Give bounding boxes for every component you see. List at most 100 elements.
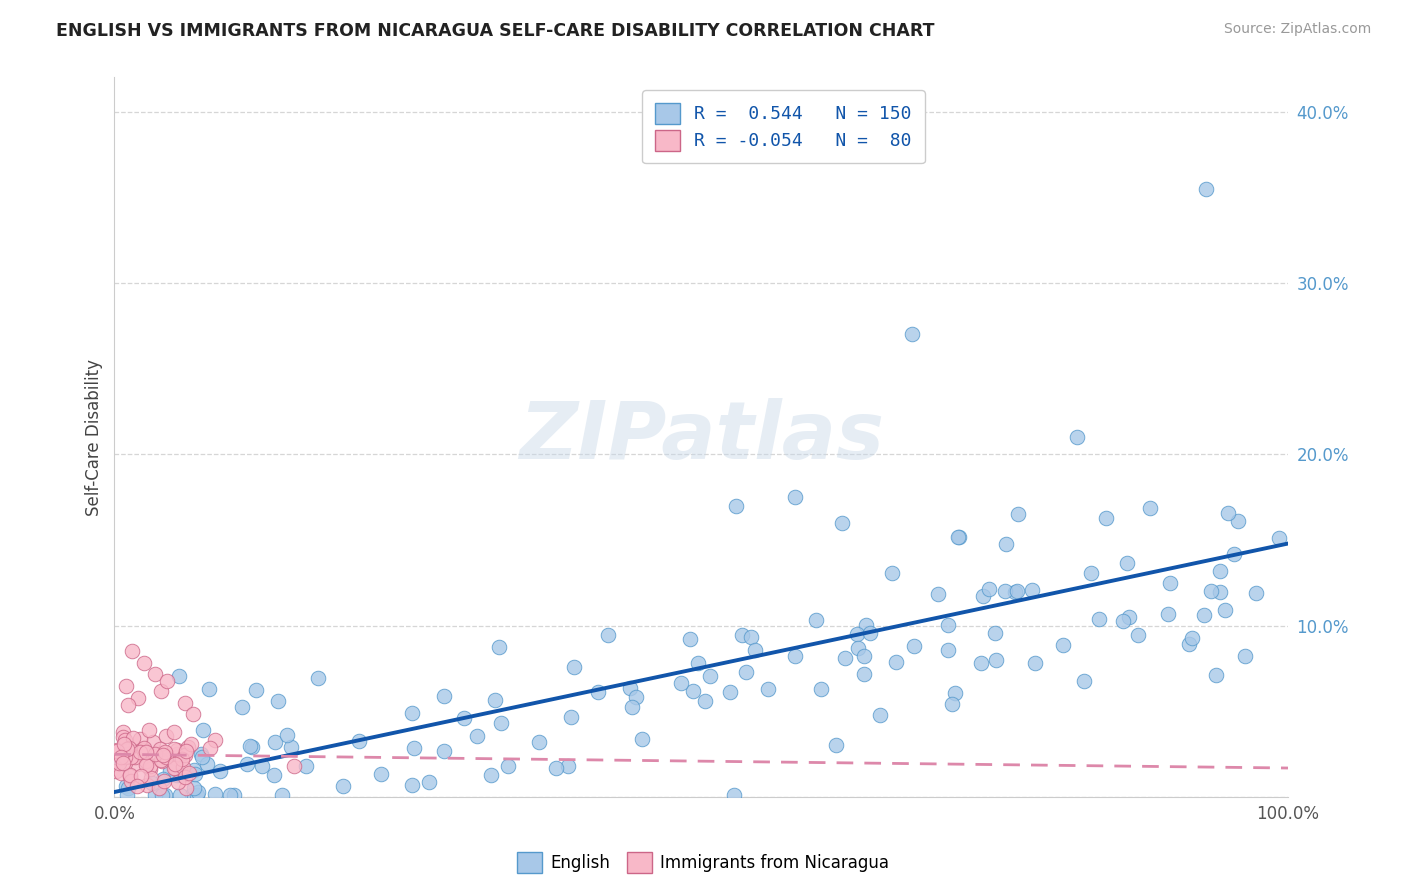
Point [970,656,993,670]
Point [699,669,721,683]
Point [195,757,218,772]
Point [1244,586,1267,600]
Point [884,655,907,669]
Point [127,690,149,705]
Point [131,742,153,756]
Point [810,682,832,697]
Point [853,667,876,681]
Point [1233,648,1256,663]
Point [115,779,138,793]
Point [418,775,440,789]
Point [740,630,762,644]
Point [167,669,190,683]
Point [631,731,654,746]
Point [433,744,456,758]
Point [124,750,146,764]
Point [972,590,994,604]
Point [370,766,392,780]
Point [143,747,166,761]
Point [231,700,253,714]
Point [245,683,267,698]
Point [155,750,177,764]
Point [619,681,641,696]
Point [1005,584,1028,599]
Point [117,781,139,796]
Point [107,752,129,766]
Point [845,627,868,641]
Point [163,741,186,756]
Point [557,759,579,773]
Point [111,751,134,765]
Point [117,742,139,756]
Point [129,745,152,759]
Point [465,729,488,743]
Point [1222,548,1244,562]
Point [118,740,141,755]
Point [723,789,745,803]
Point [938,618,960,632]
Point [1213,603,1236,617]
Legend: English, Immigrants from Nicaragua: English, Immigrants from Nicaragua [510,846,896,880]
Point [678,632,700,646]
Point [267,694,290,708]
Text: ENGLISH VS IMMIGRANTS FROM NICARAGUA SELF-CARE DISABILITY CORRELATION CHART: ENGLISH VS IMMIGRANTS FROM NICARAGUA SEL… [56,22,935,40]
Point [166,743,188,757]
Point [167,775,190,789]
Point [263,734,285,748]
Point [1201,583,1223,598]
Point [1216,507,1239,521]
Point [546,761,568,775]
Point [927,587,949,601]
Point [204,788,226,802]
Point [170,768,193,782]
Point [142,735,165,749]
Point [270,789,292,803]
Point [166,768,188,782]
Point [108,756,131,770]
Point [111,731,134,745]
Point [112,737,135,751]
Point [984,625,1007,640]
Point [263,768,285,782]
Point [110,750,132,764]
Point [200,740,222,755]
Point [156,673,179,688]
Point [936,643,959,657]
Point [198,682,221,697]
Point [756,681,779,696]
Point [153,774,176,789]
Point [948,530,970,544]
Point [1024,656,1046,670]
Point [139,762,162,776]
Point [855,618,877,632]
Point [150,684,173,698]
Point [1088,612,1111,626]
Point [1080,566,1102,580]
Point [995,536,1018,550]
Point [846,640,869,655]
Point [150,753,173,767]
Point [834,651,856,665]
Point [1128,627,1150,641]
Point [693,694,716,708]
Point [859,625,882,640]
Point [222,789,245,803]
Point [1209,564,1232,578]
Point [163,725,186,739]
Point [401,779,423,793]
Point [169,789,191,803]
Y-axis label: Self-Care Disability: Self-Care Disability [86,359,103,516]
Point [882,566,904,581]
Point [295,759,318,773]
Point [135,755,157,769]
Point [621,700,644,714]
Point [105,743,128,757]
Point [239,739,262,753]
Point [187,785,209,799]
Point [250,759,273,773]
Point [1157,607,1180,622]
Point [869,708,891,723]
Point [529,735,551,749]
Point [1052,638,1074,652]
Point [1021,583,1043,598]
